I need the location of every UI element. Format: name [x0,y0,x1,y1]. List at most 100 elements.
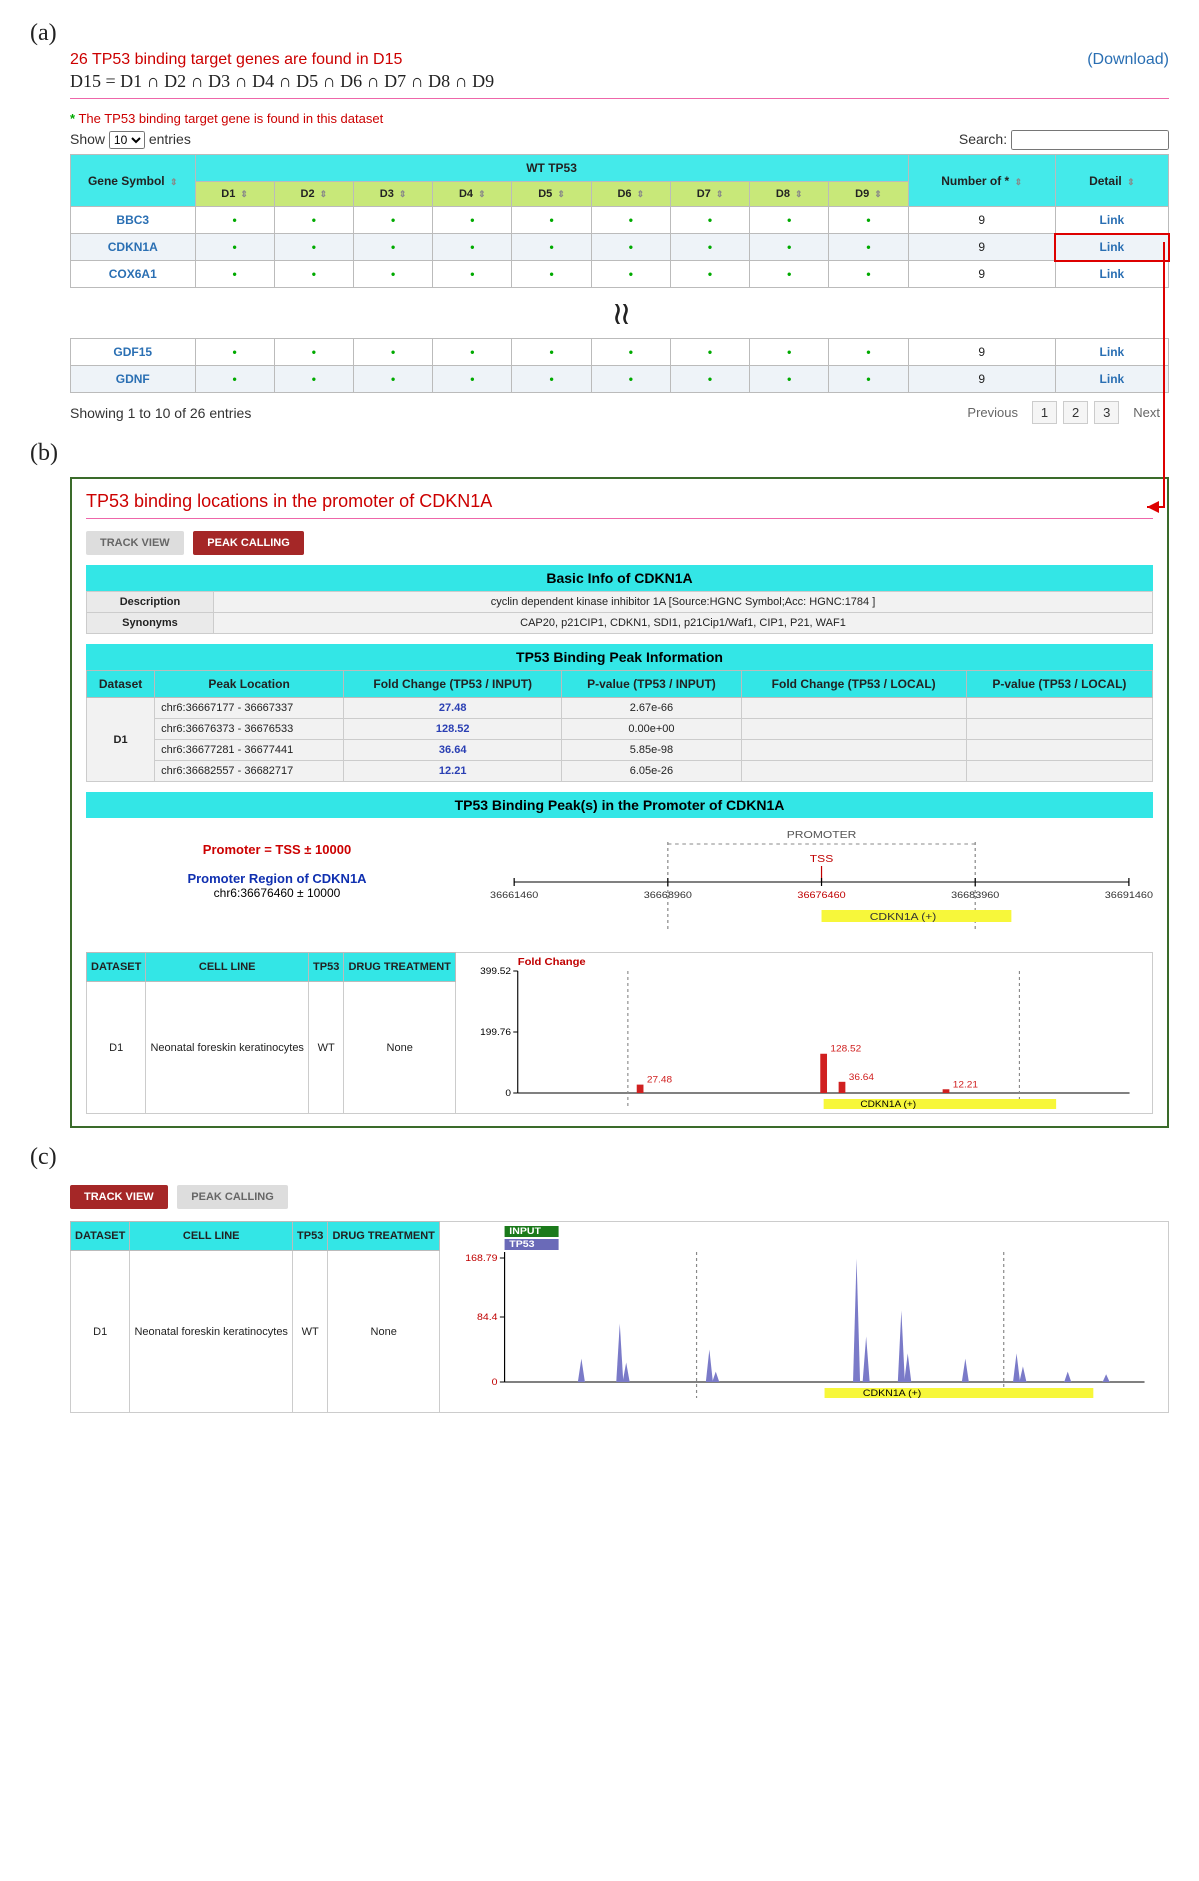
search-input[interactable] [1011,130,1169,150]
col-number[interactable]: Number of * [908,155,1055,207]
result-title: 26 TP53 binding target genes are found i… [70,51,402,68]
svg-text:199.76: 199.76 [480,1027,511,1037]
peak-col: Fold Change (TP53 / LOCAL) [741,671,966,698]
svg-text:168.79: 168.79 [465,1254,497,1264]
col-d8[interactable]: D8 [750,182,829,207]
count-cell: 9 [908,234,1055,261]
svg-text:TSS: TSS [810,854,833,865]
meta-cell: D1 [87,982,146,1114]
promoter-diagram: PROMOTERTSS36661460366689603667646036683… [478,822,1153,952]
dot-cell: • [433,339,512,366]
col-gene[interactable]: Gene Symbol [71,155,196,207]
pager-3[interactable]: 3 [1094,401,1119,424]
dot-cell: • [670,339,749,366]
detail-cell[interactable]: Link [1055,339,1168,366]
dot-cell: • [274,207,353,234]
svg-text:27.48: 27.48 [647,1075,672,1085]
svg-text:128.52: 128.52 [830,1044,861,1054]
meta-col: DRUG TREATMENT [328,1222,440,1251]
count-cell: 9 [908,339,1055,366]
basic-info-table: Descriptioncyclin dependent kinase inhib… [86,591,1153,634]
dot-cell: • [512,339,591,366]
svg-text:PROMOTER: PROMOTER [787,830,857,841]
entries-selector[interactable]: Show 10 entries [70,131,191,149]
col-d5[interactable]: D5 [512,182,591,207]
peak-calling-button[interactable]: PEAK CALLING [193,531,304,555]
dot-cell: • [670,366,749,393]
svg-text:CDKN1A (+): CDKN1A (+) [870,912,937,923]
meta-cell: None [344,982,456,1114]
entries-select[interactable]: 10 [109,131,145,149]
detail-cell[interactable]: Link [1055,366,1168,393]
table-row: GDF15•••••••••9Link [71,339,1169,366]
detail-cell[interactable]: Link [1055,261,1168,288]
track-view-button[interactable]: TRACK VIEW [70,1185,168,1209]
detail-cell[interactable]: Link [1055,234,1168,261]
dot-cell: • [353,366,432,393]
dot-cell: • [750,261,829,288]
dot-cell: • [195,234,274,261]
table-row: GDNF•••••••••9Link [71,366,1169,393]
dot-cell: • [591,207,670,234]
pager-next[interactable]: Next [1125,402,1168,423]
gene-cell[interactable]: GDF15 [71,339,196,366]
peak-calling-button[interactable]: PEAK CALLING [177,1185,288,1209]
loc-cell: chr6:36676373 - 36676533 [155,719,344,740]
col-d9[interactable]: D9 [829,182,908,207]
meta-col: CELL LINE [130,1222,293,1251]
dot-cell: • [353,234,432,261]
meta-col: DRUG TREATMENT [344,953,456,982]
svg-text:Fold Change: Fold Change [518,957,586,968]
download-link[interactable]: (Download) [1087,51,1169,69]
col-d4[interactable]: D4 [433,182,512,207]
meta-cell: WT [309,982,344,1114]
col-d3[interactable]: D3 [353,182,432,207]
meta-col: DATASET [87,953,146,982]
promoter-header: TP53 Binding Peak(s) in the Promoter of … [86,792,1153,818]
dot-cell: • [591,339,670,366]
count-cell: 9 [908,207,1055,234]
dot-cell: • [512,261,591,288]
track-view-button[interactable]: TRACK VIEW [86,531,184,555]
panel-c-label: (c) [30,1144,1169,1171]
peak-col: P-value (TP53 / INPUT) [562,671,741,698]
dot-cell: • [829,261,908,288]
dot-cell: • [670,261,749,288]
peak-col: Dataset [87,671,155,698]
meta-cell: Neonatal foreskin keratinocytes [146,982,309,1114]
svg-text:12.21: 12.21 [953,1080,978,1090]
col-d2[interactable]: D2 [274,182,353,207]
col-detail[interactable]: Detail [1055,155,1168,207]
gene-cell[interactable]: CDKN1A [71,234,196,261]
gene-cell[interactable]: GDNF [71,366,196,393]
gene-cell[interactable]: COX6A1 [71,261,196,288]
gene-table-cont: GDF15•••••••••9LinkGDNF•••••••••9Link [70,338,1169,393]
col-d7[interactable]: D7 [670,182,749,207]
legend-note: * The TP53 binding target gene is found … [70,111,1169,126]
dot-cell: • [670,207,749,234]
meta-table-b: DATASETCELL LINETP53DRUG TREATMENT D1Neo… [86,952,456,1114]
col-d6[interactable]: D6 [591,182,670,207]
svg-text:36.64: 36.64 [849,1072,875,1082]
svg-text:36661460: 36661460 [490,891,539,901]
gene-table: Gene Symbol WT TP53 Number of * Detail D… [70,154,1169,288]
dot-cell: • [750,339,829,366]
gene-cell[interactable]: BBC3 [71,207,196,234]
pager-prev[interactable]: Previous [959,402,1026,423]
meta-col: DATASET [71,1222,130,1251]
svg-text:84.4: 84.4 [477,1313,498,1323]
pager-2[interactable]: 2 [1063,401,1088,424]
pv-cell: 2.67e-66 [562,698,741,719]
peak-col: Peak Location [155,671,344,698]
svg-text:0: 0 [505,1088,511,1098]
detail-cell[interactable]: Link [1055,207,1168,234]
dot-cell: • [670,234,749,261]
col-d1[interactable]: D1 [195,182,274,207]
dot-cell: • [274,366,353,393]
dot-cell: • [433,366,512,393]
meta-col: TP53 [293,1222,328,1251]
pager-1[interactable]: 1 [1032,401,1057,424]
svg-text:36668960: 36668960 [644,891,693,901]
pv-cell: 0.00e+00 [562,719,741,740]
dot-cell: • [195,366,274,393]
